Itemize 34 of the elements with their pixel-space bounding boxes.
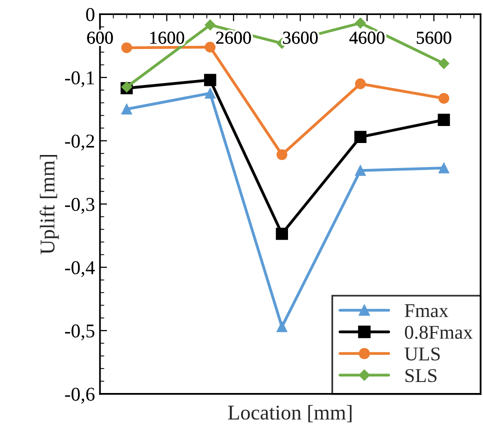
y-axis-title: Uplift [mm] xyxy=(40,154,59,254)
y-tick-label: -0,3 xyxy=(65,198,94,214)
x-tick-label: 4600 xyxy=(349,32,384,44)
y-tick-label: -0,6 xyxy=(65,388,95,404)
legend-label: ULS xyxy=(404,347,440,361)
point xyxy=(355,165,366,176)
point xyxy=(204,20,216,30)
point xyxy=(438,92,450,104)
y-tick-label: 0 xyxy=(86,8,94,22)
point xyxy=(438,162,450,174)
legend-label: Fmax xyxy=(404,304,448,318)
point xyxy=(276,321,288,332)
point xyxy=(204,88,216,99)
point xyxy=(121,42,132,54)
x-tick-label: 2600 xyxy=(216,32,251,44)
x-tick-label: 5600 xyxy=(416,32,452,44)
point xyxy=(276,149,288,160)
y-tick-label: -0,2 xyxy=(65,134,94,150)
y-tick-label: -0,4 xyxy=(65,261,95,278)
point xyxy=(354,130,366,144)
point xyxy=(204,42,216,52)
y-tick-label: -0,5 xyxy=(65,324,94,340)
y-tick-label: -0,1 xyxy=(65,71,94,88)
point xyxy=(204,74,216,86)
point xyxy=(438,58,450,69)
x-axis-title: Location [mm] xyxy=(228,404,352,422)
point xyxy=(438,114,450,126)
point xyxy=(355,78,366,90)
point xyxy=(354,18,366,28)
point xyxy=(121,104,132,114)
point xyxy=(276,228,288,240)
legend-label: SLS xyxy=(406,369,437,382)
legend-label: 0.8Fmax xyxy=(404,326,473,339)
x-tick-label: 1600 xyxy=(150,32,184,44)
